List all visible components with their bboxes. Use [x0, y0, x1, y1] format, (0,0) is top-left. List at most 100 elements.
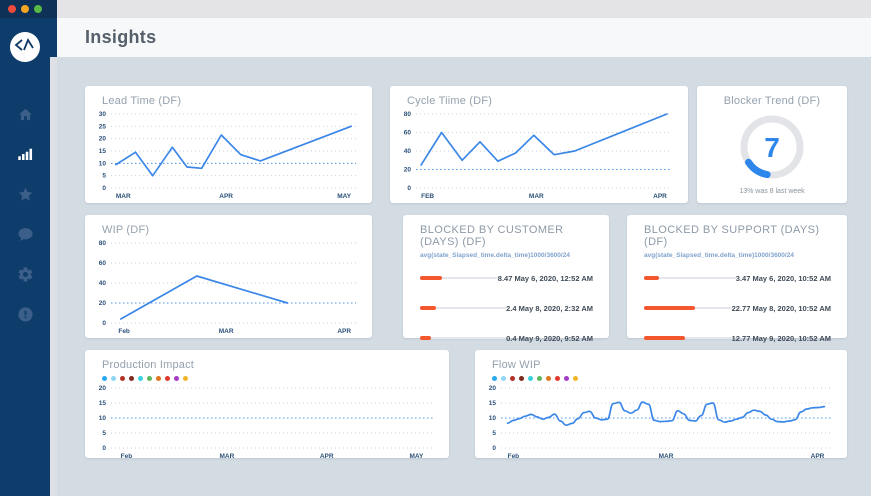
x-tick-label: MAY — [337, 193, 352, 200]
y-tick-label: 0 — [102, 445, 106, 452]
bar-fill — [420, 306, 436, 310]
y-tick-label: 40 — [404, 148, 412, 155]
y-tick-label: 20 — [489, 385, 497, 392]
bar-track — [420, 307, 506, 309]
legend-dot — [510, 376, 515, 381]
y-tick-label: 20 — [99, 136, 107, 143]
flow_wip-svg: 05101520FebMARAPR — [479, 383, 837, 460]
sidebar-item-comments[interactable] — [0, 214, 50, 254]
app-logo[interactable] — [10, 32, 40, 62]
blocker-trend-donut: 7 — [697, 111, 847, 183]
card-formula-subtitle: avg(state_Slapsed_time.delta_time)1000/3… — [627, 248, 847, 259]
x-tick-label: APR — [337, 328, 351, 335]
lead-time-chart: 051015202530MARAPRMAY — [89, 109, 362, 205]
blocked-bar-row: 3.47 May 6, 2020, 10:52 AM — [644, 273, 831, 283]
card-title: WIP (DF) — [85, 215, 372, 236]
legend-dot — [537, 376, 542, 381]
y-tick-label: 5 — [102, 173, 106, 180]
card-cycle-time: Cycle Tiime (DF) 020406080FEBMARAPR — [390, 86, 688, 203]
x-tick-label: MAY — [409, 453, 424, 460]
bar-value-label: 22.77 May 8, 2020, 10:52 AM — [732, 304, 831, 313]
window-titlebar — [0, 0, 871, 18]
sidebar-item-favorites[interactable] — [0, 174, 50, 214]
bar-fill — [420, 276, 442, 280]
legend-dot — [564, 376, 569, 381]
window-minimize-button[interactable] — [21, 5, 29, 13]
x-tick-label: Feb — [508, 453, 520, 460]
y-tick-label: 80 — [99, 240, 107, 247]
legend-dot — [573, 376, 578, 381]
bar-value-label: 0.4 May 9, 2020, 9:52 AM — [506, 334, 593, 343]
bar-fill — [644, 336, 685, 340]
sidebar-item-insights[interactable] — [0, 134, 50, 174]
card-lead-time: Lead Time (DF) 051015202530MARAPRMAY — [85, 86, 372, 203]
flow-wip-chart: 05101520FebMARAPR — [479, 383, 837, 465]
blocked-support-bars: 3.47 May 6, 2020, 10:52 AM 22.77 May 8, 2… — [627, 259, 847, 363]
card-formula-subtitle: avg(state_Slapsed_time.delta_time)1000/3… — [403, 248, 609, 259]
gear-icon — [17, 266, 34, 283]
legend-dot — [156, 376, 161, 381]
card-title: Flow WIP — [475, 350, 847, 371]
card-title: Blocker Trend (DF) — [697, 86, 847, 107]
wip-svg: 0 20 40 60 80 Feb MAR APR — [89, 238, 362, 335]
x-tick-label: Feb — [121, 453, 133, 460]
card-blocker-trend: Blocker Trend (DF) 7 13% was 8 last week — [697, 86, 847, 203]
x-tick-label: MAR — [116, 193, 131, 200]
lead_time-svg: 051015202530MARAPRMAY — [89, 109, 362, 200]
x-tick-label: APR — [653, 193, 667, 200]
card-production-impact: Production Impact 05101520FebMARAPRMAY — [85, 350, 449, 458]
y-tick-label: 10 — [489, 415, 497, 422]
legend-dot — [102, 376, 107, 381]
y-tick-label: 10 — [99, 160, 107, 167]
window-zoom-button[interactable] — [34, 5, 42, 13]
x-tick-label: MAR — [220, 453, 235, 460]
card-wip: WIP (DF) 0 20 40 60 80 Feb MAR APR — [85, 215, 372, 338]
series-legend — [475, 371, 847, 381]
legend-dot — [183, 376, 188, 381]
y-tick-label: 60 — [404, 130, 412, 137]
sidebar-item-alerts[interactable] — [0, 294, 50, 334]
legend-dot — [528, 376, 533, 381]
sidebar-item-home[interactable] — [0, 94, 50, 134]
page-header: Insights — [57, 18, 871, 57]
card-title: Production Impact — [85, 350, 449, 371]
series-legend — [85, 371, 449, 381]
legend-dot — [555, 376, 560, 381]
home-icon — [17, 106, 34, 123]
y-tick-label: 0 — [102, 320, 106, 327]
sidebar-nav — [0, 94, 57, 334]
code-caret-logo-icon — [14, 37, 36, 58]
x-tick-label: Feb — [118, 328, 130, 335]
legend-dot — [519, 376, 524, 381]
blocked-bar-row: 2.4 May 8, 2020, 2:32 AM — [420, 303, 593, 313]
y-tick-label: 40 — [99, 280, 107, 287]
y-tick-label: 60 — [99, 260, 107, 267]
legend-dot — [129, 376, 134, 381]
x-tick-label: MAR — [659, 453, 674, 460]
y-tick-label: 10 — [99, 415, 107, 422]
production_impact-svg: 05101520FebMARAPRMAY — [89, 383, 439, 460]
legend-dot — [111, 376, 116, 381]
x-tick-label: FEB — [421, 193, 434, 200]
sidebar — [0, 18, 57, 496]
legend-dot — [138, 376, 143, 381]
y-tick-label: 0 — [407, 185, 411, 192]
page-title: Insights — [57, 18, 871, 48]
y-tick-label: 25 — [99, 123, 107, 130]
y-tick-label: 20 — [99, 300, 107, 307]
production-impact-chart: 05101520FebMARAPRMAY — [89, 383, 439, 465]
blocked-bar-row: 12.77 May 9, 2020, 10:52 AM — [644, 333, 831, 343]
bar-value-label: 2.4 May 8, 2020, 2:32 AM — [506, 304, 593, 313]
legend-dot — [120, 376, 125, 381]
series-line — [421, 114, 667, 165]
card-title: Cycle Tiime (DF) — [390, 86, 688, 107]
legend-dot — [492, 376, 497, 381]
dashboard-content: Lead Time (DF) 051015202530MARAPRMAY Cyc… — [57, 57, 871, 496]
star-icon — [17, 186, 34, 203]
card-blocked-by-support: BLOCKED BY SUPPORT (DAYS) (DF) avg(state… — [627, 215, 847, 338]
window-close-button[interactable] — [8, 5, 16, 13]
sidebar-item-settings[interactable] — [0, 254, 50, 294]
x-tick-label: MAR — [219, 328, 234, 335]
bar-value-label: 3.47 May 6, 2020, 10:52 AM — [736, 274, 831, 283]
legend-dot — [501, 376, 506, 381]
